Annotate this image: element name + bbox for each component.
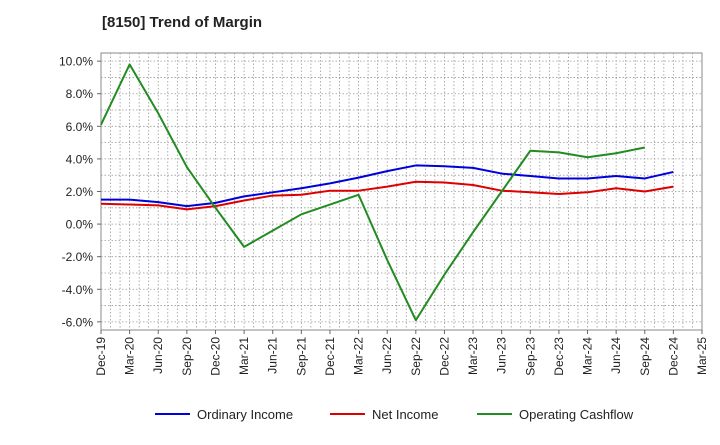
x-tick-label: Sep-22 [409,337,423,376]
legend-label-ordinary-income: Ordinary Income [197,407,293,422]
x-tick-label: Mar-21 [237,337,251,375]
x-tick-label: Jun-21 [266,337,280,374]
x-tick-label: Jun-22 [380,337,394,374]
series-line-net-income [100,180,674,211]
x-tick-label: Sep-20 [180,337,194,376]
x-tick-label: Dec-21 [323,337,337,376]
y-tick-label: 10.0% [59,55,93,69]
x-tick-label: Jun-23 [495,337,509,374]
y-tick-label: -2.0% [62,250,94,264]
series-line-ordinary-income [101,164,674,208]
x-tick-label: Jun-20 [151,337,165,374]
x-tick-label: Dec-20 [208,337,222,376]
y-tick-label: -4.0% [62,283,94,297]
x-tick-label: Sep-21 [294,337,308,376]
y-tick-label: 6.0% [66,120,94,134]
legend-label-net-income: Net Income [372,407,438,422]
x-tick-label: Mar-20 [123,337,137,375]
x-tick-label: Dec-19 [94,337,108,376]
x-tick-label: Sep-23 [523,337,537,376]
x-tick-label: Dec-23 [552,337,566,376]
series-line-operating-cashflow [100,63,645,322]
x-tick-label: Dec-22 [437,337,451,376]
x-tick-label: Mar-22 [352,337,366,375]
x-tick-label: Mar-24 [581,337,595,375]
x-tick-label: Jun-24 [609,337,623,374]
y-tick-label: 0.0% [66,218,94,232]
legend-label-operating-cashflow: Operating Cashflow [519,407,634,422]
y-tick-label: 8.0% [66,87,94,101]
x-tick-label: Mar-25 [695,337,709,375]
x-tick-label: Mar-23 [466,337,480,375]
x-tick-label: Sep-24 [638,337,652,376]
y-tick-label: 2.0% [66,185,94,199]
x-tick-label: Dec-24 [666,337,680,376]
y-tick-label: -6.0% [62,315,94,329]
chart-title: [8150] Trend of Margin [102,14,263,31]
y-tick-label: 4.0% [66,152,94,166]
